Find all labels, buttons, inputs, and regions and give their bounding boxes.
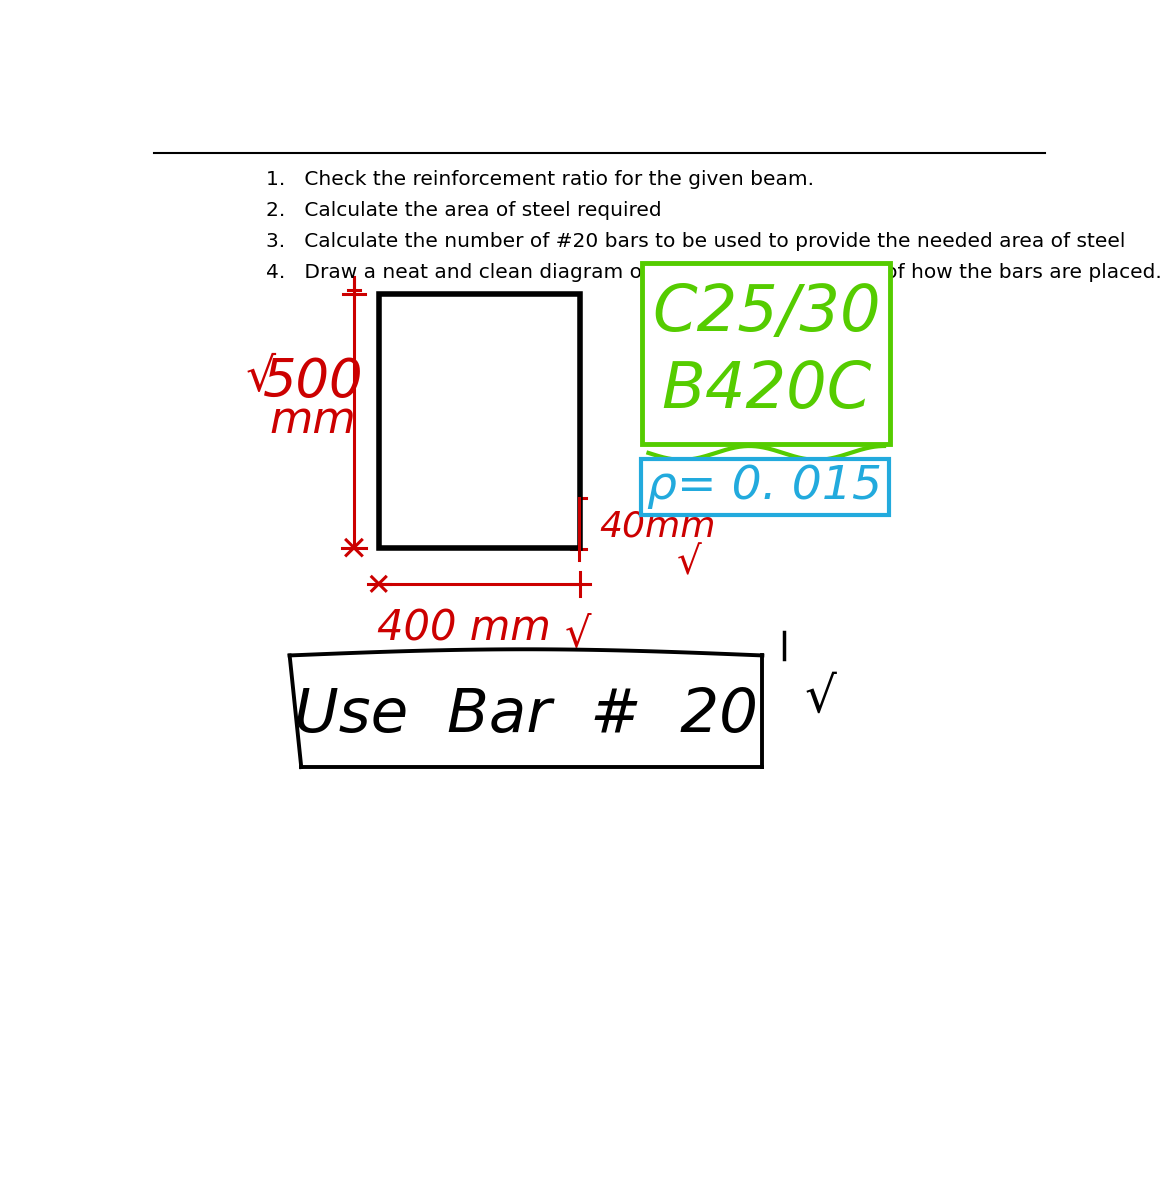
Text: 400 mm: 400 mm [377,608,551,650]
Text: C25/30: C25/30 [652,282,881,344]
Text: √: √ [246,356,276,400]
Bar [641,459,889,515]
Bar [379,294,580,547]
Text: √: √ [676,544,701,582]
Text: √: √ [565,613,591,655]
Text: √: √ [805,674,837,722]
Text: ρ= 0. 015: ρ= 0. 015 [647,465,882,509]
Text: Use  Bar  #  20: Use Bar # 20 [294,686,758,744]
Text: 2.   Calculate the area of steel required: 2. Calculate the area of steel required [267,201,662,220]
Text: B420C: B420C [661,358,872,421]
Text: 1.   Check the reinforcement ratio for the given beam.: 1. Check the reinforcement ratio for the… [267,171,814,189]
Text: 3.   Calculate the number of #20 bars to be used to provide the needed area of s: 3. Calculate the number of #20 bars to b… [267,232,1126,251]
Bar [642,263,890,443]
Text: 40mm: 40mm [599,509,716,543]
Text: 4.   Draw a neat and clean diagram of the final configuration of how the bars ar: 4. Draw a neat and clean diagram of the … [267,263,1162,282]
Text: 500: 500 [262,356,363,409]
Text: mm: mm [269,399,356,442]
